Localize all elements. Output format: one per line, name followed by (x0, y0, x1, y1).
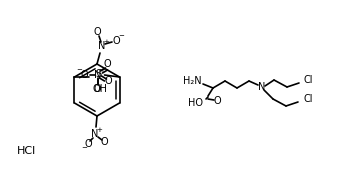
Text: O: O (104, 59, 111, 69)
Text: −: − (81, 145, 87, 151)
Text: H₂N: H₂N (183, 76, 202, 86)
Text: +: + (96, 127, 102, 132)
Text: HCl: HCl (17, 146, 36, 156)
Text: O: O (105, 76, 112, 86)
Text: OH: OH (93, 84, 108, 94)
Text: −: − (118, 33, 124, 40)
Text: +: + (104, 38, 110, 44)
Text: −: − (77, 67, 82, 74)
Text: O: O (93, 27, 101, 37)
Text: Cl: Cl (304, 75, 313, 85)
Text: Cl: Cl (303, 94, 312, 104)
Text: N: N (91, 129, 99, 139)
Text: N: N (98, 41, 106, 51)
Text: N: N (94, 70, 101, 80)
Text: +: + (99, 67, 105, 74)
Text: N: N (258, 82, 266, 92)
Text: O: O (94, 84, 101, 94)
Text: HO: HO (188, 98, 203, 108)
Text: O: O (84, 139, 92, 149)
Text: S: S (95, 69, 101, 79)
Text: O: O (100, 137, 108, 147)
Text: O: O (112, 36, 120, 46)
Text: O: O (81, 70, 88, 80)
Text: O: O (213, 96, 221, 106)
